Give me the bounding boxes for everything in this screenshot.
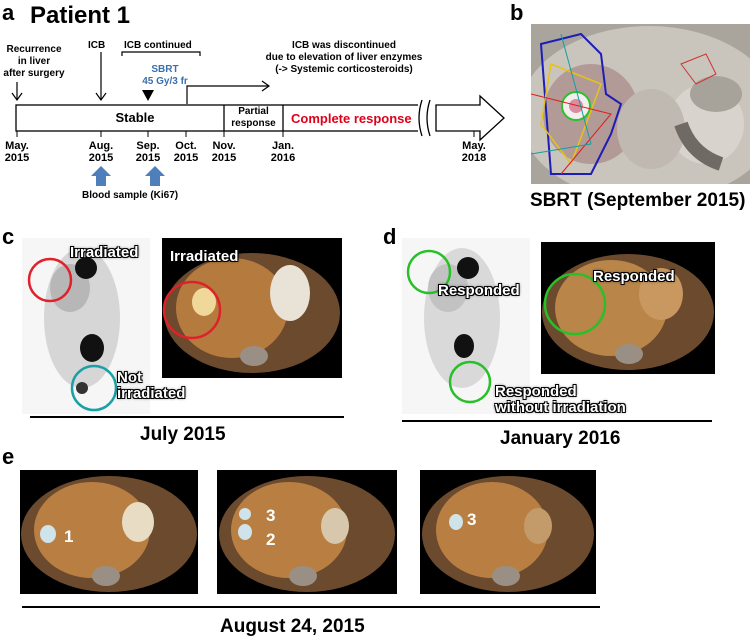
panel-d-label: d — [383, 224, 397, 249]
panel-e-lesion-3b: 3 — [467, 510, 477, 529]
patient-title: Patient 1 — [30, 2, 131, 29]
panel-e-scan-1 — [20, 470, 198, 594]
panel-d-ann-responded-mip: Responded — [438, 282, 520, 299]
icb-continued-label: ICB continued — [124, 40, 192, 51]
icb-label: ICB — [88, 40, 106, 51]
panel-e-scan-2 — [217, 470, 397, 594]
panel-d-ann-responded-wo: Responded without irradiation — [495, 383, 626, 416]
date-oct-2015: Oct. 2015 — [173, 140, 199, 164]
date-may-2015: May. 2015 — [4, 140, 30, 164]
timeline-diagram — [11, 51, 505, 186]
partial-response-label: Partial response — [231, 106, 276, 129]
panel-c-pet-image — [162, 238, 342, 378]
date-may-2018: May. 2018 — [461, 140, 487, 164]
blood-sample-label: Blood sample (Ki67) — [82, 190, 179, 201]
date-sep-2015: Sep. 2015 — [135, 140, 161, 164]
sbrt-ct-image — [531, 24, 750, 184]
panel-b-caption: SBRT (September 2015) — [530, 190, 746, 211]
panel-c-ann-not-irradiated: Not irradiated — [117, 369, 186, 402]
recurrence-note: Recurrence in liver after surgery — [3, 44, 65, 79]
panel-d-pet-image — [541, 242, 715, 374]
panel-c-label: c — [2, 224, 15, 249]
panel-c-ann-irradiated-pet: Irradiated — [170, 248, 239, 265]
panel-c-rule — [30, 416, 344, 418]
panel-d-rule — [402, 420, 712, 422]
sbrt-label: SBRT 45 Gy/3 fr — [142, 64, 188, 87]
panel-d-mip-image — [402, 238, 530, 414]
panel-e-label: e — [2, 444, 15, 469]
panel-e-rule — [22, 606, 600, 608]
date-jan-2016: Jan. 2016 — [270, 140, 296, 164]
panel-d-caption: January 2016 — [500, 428, 621, 449]
date-nov-2015: Nov. 2015 — [211, 140, 237, 164]
complete-response-label: Complete response — [291, 111, 412, 126]
date-aug-2015: Aug. 2015 — [88, 140, 114, 164]
panel-b-label: b — [510, 0, 524, 25]
panel-a-label: a — [2, 0, 15, 25]
panel-e-lesion-2: 2 — [266, 530, 276, 549]
stable-label: Stable — [115, 110, 155, 125]
panel-d-ann-responded-pet: Responded — [593, 268, 675, 285]
panel-e-caption: August 24, 2015 — [220, 616, 365, 637]
icb-discontinued-note: ICB was discontinued due to elevation of… — [265, 40, 423, 75]
panel-e-scan-3 — [420, 470, 596, 594]
panel-c-ann-irradiated-mip: Irradiated — [70, 244, 139, 261]
panel-e-lesion-3a: 3 — [266, 506, 276, 525]
panel-e-lesion-1: 1 — [64, 527, 74, 546]
panel-c-caption: July 2015 — [140, 424, 226, 445]
panel-c-mip-image — [22, 238, 150, 414]
